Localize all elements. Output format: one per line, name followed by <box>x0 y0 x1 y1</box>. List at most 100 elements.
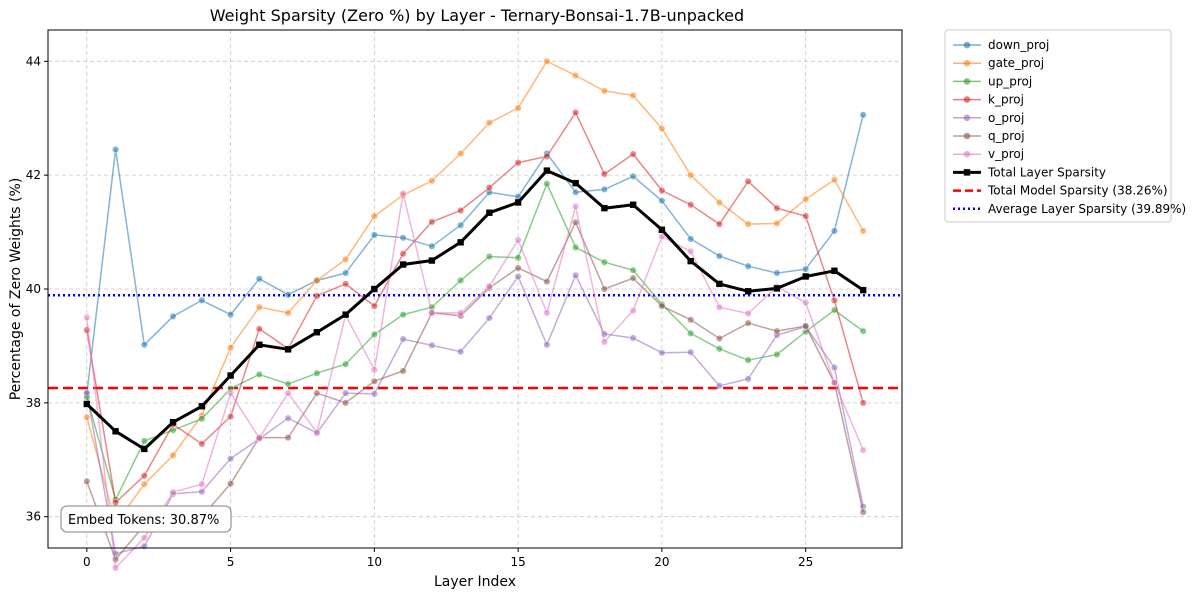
legend-label: v_proj <box>988 147 1024 161</box>
q-proj-point <box>226 480 235 488</box>
o-proj-point <box>140 542 148 550</box>
reference-lines <box>48 294 902 390</box>
q-proj-point <box>687 316 695 324</box>
o-proj-point <box>715 382 724 390</box>
down-proj-point <box>169 312 177 320</box>
legend-label: k_proj <box>988 93 1024 107</box>
v-proj-point <box>255 434 263 442</box>
y-axis-label: Percentage of Zero Weights (%) <box>8 178 24 401</box>
v-proj-point <box>83 313 91 322</box>
k-proj-point <box>370 302 378 310</box>
legend-item-average-layer-sparsity-39-89: Average Layer Sparsity (39.89%) <box>953 202 1186 216</box>
q-proj-point <box>83 477 91 486</box>
series-down-proj <box>83 111 867 398</box>
k-proj-point <box>428 218 436 226</box>
legend-item-v-proj: v_proj <box>953 147 1024 161</box>
legend-box <box>944 29 1172 223</box>
q-proj-point <box>370 377 378 385</box>
total-layer-sparsity-point <box>716 280 723 288</box>
y-tick-label: 42 <box>26 168 41 182</box>
down-proj-point <box>111 145 120 154</box>
k-proj-point <box>457 206 465 215</box>
total-layer-sparsity-point <box>227 372 234 379</box>
gate-proj-point <box>543 57 551 65</box>
down-proj-point <box>658 197 666 205</box>
k-proj-point <box>715 220 724 228</box>
k-proj-point <box>687 201 695 209</box>
total-layer-sparsity-point <box>428 257 436 264</box>
down-proj-point <box>859 111 867 119</box>
down-proj-point <box>830 227 839 235</box>
gate-proj-point <box>342 255 350 264</box>
q-proj-point <box>658 302 666 310</box>
v-proj-point <box>629 307 637 315</box>
k-proj-point <box>342 280 350 288</box>
down-proj-point <box>600 185 608 193</box>
total-layer-sparsity-point <box>601 204 608 212</box>
v-proj-line <box>86 192 864 569</box>
down-proj-point <box>140 341 148 349</box>
k-proj-point <box>485 184 493 192</box>
o-proj-point <box>370 390 378 398</box>
y-tick-label: 36 <box>26 510 41 524</box>
up-proj-point <box>342 360 350 368</box>
legend-label: q_proj <box>988 129 1025 143</box>
legend-label: Average Layer Sparsity (39.89%) <box>988 202 1186 216</box>
o-proj-point <box>428 341 436 349</box>
series-v-proj <box>83 189 867 572</box>
down-proj-point <box>773 269 781 277</box>
q-proj-point <box>284 433 292 442</box>
up-proj-point <box>198 415 206 423</box>
annotation-box <box>60 505 232 533</box>
v-proj-point <box>284 389 292 397</box>
v-proj-point <box>140 534 148 542</box>
q-proj-point <box>543 278 551 286</box>
v-proj-point <box>169 488 177 496</box>
y-tick-label: 40 <box>26 282 41 296</box>
legend-marker <box>963 96 971 103</box>
total-layer-sparsity-point <box>169 419 177 426</box>
legend-label: Total Layer Sparsity <box>987 165 1106 179</box>
gate-proj-point <box>457 149 465 158</box>
x-axis-label: Layer Index <box>434 574 516 590</box>
total-layer-sparsity-point <box>486 209 493 216</box>
q-proj-point <box>744 319 752 327</box>
down-proj-point <box>255 275 263 283</box>
legend-label: Total Model Sparsity (38.26%) <box>987 184 1168 198</box>
total-layer-sparsity-line <box>85 169 865 451</box>
total-layer-sparsity-point <box>141 445 148 453</box>
legend-marker <box>963 41 971 49</box>
v-proj-point <box>600 338 608 346</box>
k-proj-point <box>255 325 263 333</box>
up-proj-point <box>313 369 321 377</box>
total-layer-sparsity-point <box>543 167 551 174</box>
q-proj-point <box>802 322 810 330</box>
legend-marker <box>963 169 971 176</box>
gate-proj-point <box>485 119 493 127</box>
o-proj-point <box>658 349 666 357</box>
k-proj-point <box>600 170 608 178</box>
gate-proj-point <box>255 303 263 311</box>
gate-proj-point <box>284 309 292 317</box>
total-layer-sparsity-point <box>256 341 263 348</box>
gate-proj-point <box>687 171 695 179</box>
k-proj-line <box>86 111 864 504</box>
total-layer-sparsity-point <box>658 226 666 233</box>
o-proj-point <box>514 272 522 281</box>
gate-proj-point <box>802 195 810 203</box>
gate-proj-point <box>773 219 781 228</box>
total-layer-sparsity-point <box>773 285 781 292</box>
x-tick-label: 5 <box>227 555 235 569</box>
gate-proj-point <box>658 124 666 133</box>
x-axis-ticks: 0 5 10 15 20 25 <box>83 548 813 569</box>
q-proj-point <box>313 389 321 397</box>
legend-label: o_proj <box>988 111 1024 125</box>
k-proj-point <box>111 498 120 507</box>
down-proj-point <box>284 291 292 299</box>
k-proj-point <box>140 472 148 480</box>
down-proj-line <box>86 114 864 395</box>
total-layer-sparsity-point <box>802 273 809 280</box>
chart-title: Weight Sparsity (Zero %) by Layer - Tern… <box>210 6 744 25</box>
v-proj-point <box>428 309 436 317</box>
series-k-proj <box>83 108 867 507</box>
